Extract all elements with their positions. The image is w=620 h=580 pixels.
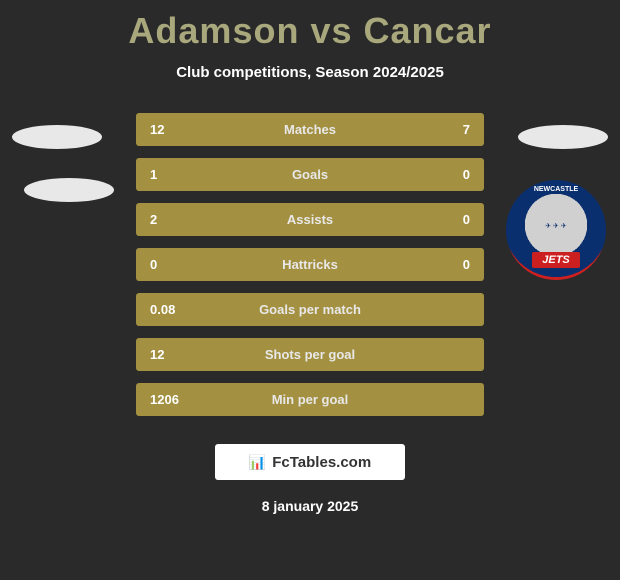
stat-row-hattricks: 0 Hattricks 0: [136, 248, 484, 281]
stat-right-value: 0: [440, 212, 470, 227]
stat-label: Assists: [287, 212, 333, 227]
date-text: 8 january 2025: [0, 498, 620, 514]
player2-team-badge: NEWCASTLE ✈ ✈ ✈ JETS: [506, 180, 606, 300]
stat-left-value: 12: [150, 347, 200, 362]
stat-left-value: 0: [150, 257, 200, 272]
stat-row-shots-per-goal: 12 Shots per goal: [136, 338, 484, 371]
footer-logo-text: FcTables.com: [272, 454, 371, 471]
stat-left-value: 2: [150, 212, 200, 227]
stat-left-value: 1: [150, 167, 200, 182]
stat-right-value: 0: [440, 257, 470, 272]
stat-right-value: 7: [440, 122, 470, 137]
stat-left-value: 1206: [150, 392, 200, 407]
stat-label: Goals per match: [259, 302, 361, 317]
stat-label: Matches: [284, 122, 336, 137]
stat-left-value: 0.08: [150, 302, 200, 317]
stat-row-assists: 2 Assists 0: [136, 203, 484, 236]
stat-label: Shots per goal: [265, 347, 355, 362]
stat-label: Goals: [292, 167, 328, 182]
footer-logo[interactable]: 📊 FcTables.com: [215, 444, 405, 480]
page-title: Adamson vs Cancar: [0, 0, 620, 52]
stat-row-goals: 1 Goals 0: [136, 158, 484, 191]
stat-row-goals-per-match: 0.08 Goals per match: [136, 293, 484, 326]
stat-label: Hattricks: [282, 257, 338, 272]
stat-left-value: 12: [150, 122, 200, 137]
chart-icon: 📊: [249, 454, 266, 471]
subtitle: Club competitions, Season 2024/2025: [0, 64, 620, 81]
player1-team-badge: [24, 178, 114, 202]
stat-row-min-per-goal: 1206 Min per goal: [136, 383, 484, 416]
badge-jets-icon: ✈ ✈ ✈: [545, 222, 567, 230]
player2-avatar: [518, 125, 608, 149]
player1-avatar: [12, 125, 102, 149]
stat-right-value: 0: [440, 167, 470, 182]
stat-label: Min per goal: [272, 392, 349, 407]
stat-row-matches: 12 Matches 7: [136, 113, 484, 146]
badge-top-text: NEWCASTLE: [534, 186, 578, 193]
badge-label: JETS: [532, 252, 580, 268]
